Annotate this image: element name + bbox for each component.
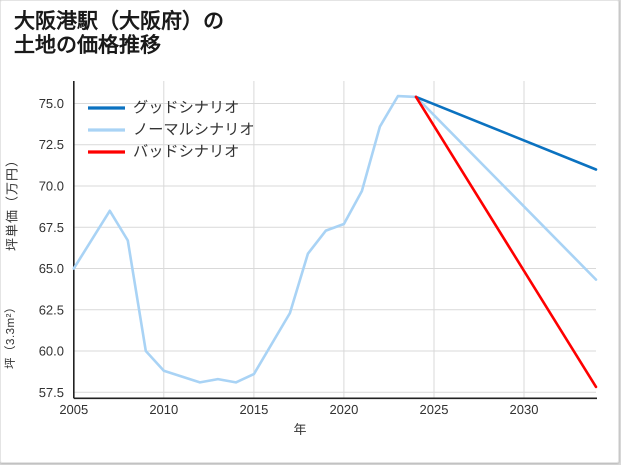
svg-text:2010: 2010 bbox=[149, 402, 178, 417]
svg-text:2030: 2030 bbox=[510, 402, 539, 417]
svg-text:72.5: 72.5 bbox=[39, 137, 64, 152]
svg-text:2015: 2015 bbox=[239, 402, 268, 417]
svg-text:65.0: 65.0 bbox=[39, 261, 64, 276]
svg-text:年: 年 bbox=[293, 422, 306, 437]
svg-text:67.5: 67.5 bbox=[39, 220, 64, 235]
svg-text:ノーマルシナリオ: ノーマルシナリオ bbox=[133, 122, 255, 139]
svg-text:2025: 2025 bbox=[420, 402, 449, 417]
svg-text:60.0: 60.0 bbox=[39, 344, 64, 359]
svg-text:バッドシナリオ: バッドシナリオ bbox=[133, 144, 239, 161]
svg-text:70.0: 70.0 bbox=[39, 179, 64, 194]
svg-text:2005: 2005 bbox=[59, 402, 88, 417]
svg-text:2020: 2020 bbox=[329, 402, 358, 417]
svg-text:62.5: 62.5 bbox=[39, 302, 64, 317]
svg-text:グッドシナリオ: グッドシナリオ bbox=[133, 100, 239, 117]
svg-text:75.0: 75.0 bbox=[39, 96, 64, 111]
svg-text:57.5: 57.5 bbox=[39, 385, 64, 400]
